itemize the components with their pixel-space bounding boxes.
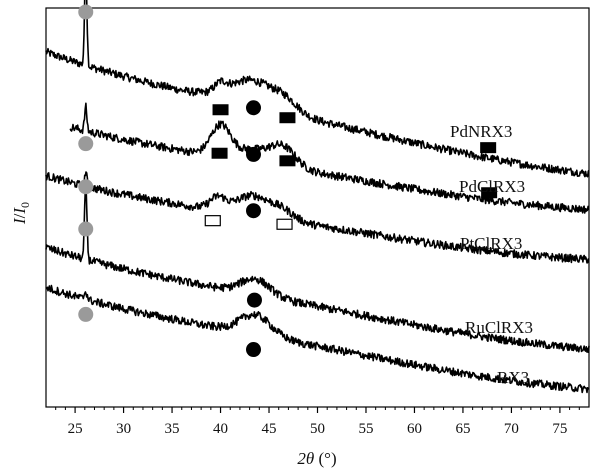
series-label-ptclrx3: PtClRX3 [460, 234, 522, 253]
x-tick-label: 35 [165, 421, 180, 437]
filled-square-marker [481, 187, 498, 199]
series-label-pdclrx3: PdClRX3 [459, 177, 525, 196]
x-tick-label: 60 [407, 421, 422, 437]
x-tick-label: 25 [68, 421, 83, 437]
metal-marker [246, 292, 262, 308]
open-square-marker [204, 215, 221, 227]
filled-square-marker [279, 112, 296, 124]
x-tick-label: 40 [213, 421, 228, 437]
metal-marker [246, 203, 262, 219]
x-tick-label: 30 [116, 421, 131, 437]
x-tick-label: 55 [358, 421, 373, 437]
series-line-ruclrx3 [45, 181, 590, 353]
filled-square-marker [211, 147, 228, 159]
open-square-marker [276, 218, 293, 230]
filled-square-marker [480, 142, 497, 154]
series-label-rx3: RX3 [497, 368, 529, 387]
series-labels: PdNRX3 PdClRX3 PtClRX3 RuClRX3 RX3 [450, 122, 533, 387]
filled-square-marker [279, 155, 296, 167]
x-tick-label: 70 [504, 421, 519, 437]
plot-frame [45, 7, 590, 408]
metal-marker [246, 342, 262, 358]
series-label-pdnrx3: PdNRX3 [450, 122, 512, 141]
metal-marker [246, 146, 262, 162]
series-label-ruclrx3: RuClRX3 [465, 318, 533, 337]
y-axis-title: I/I0 [10, 202, 32, 225]
marker-layer [78, 4, 498, 358]
series-line-ptclrx3 [45, 171, 590, 264]
series-line-pdnrx3 [45, 0, 590, 178]
metal-marker [246, 100, 262, 116]
graphite-marker [78, 221, 94, 237]
x-tick-label: 50 [310, 421, 325, 437]
x-tick-label: 45 [262, 421, 277, 437]
x-tick-label: 65 [455, 421, 470, 437]
x-axis-title: 2θ (°) [297, 449, 336, 468]
graphite-marker [78, 4, 94, 20]
series-layer [45, 0, 590, 394]
graphite-marker [78, 306, 94, 322]
series-line-rx3 [45, 284, 590, 394]
x-tick-label: 75 [552, 421, 567, 437]
filled-square-marker [212, 104, 229, 116]
graphite-marker [78, 179, 94, 195]
graphite-marker [78, 136, 94, 152]
x-axis-ticks: 25 30 35 40 45 50 55 60 65 70 75 [55, 407, 580, 437]
series-line-pdclrx3 [69, 102, 590, 214]
